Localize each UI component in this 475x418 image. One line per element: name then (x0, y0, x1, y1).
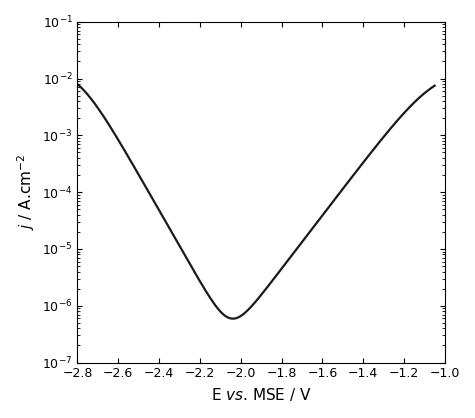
X-axis label: E $\mathit{vs}$. MSE / V: E $\mathit{vs}$. MSE / V (211, 386, 312, 403)
Y-axis label: $j$ / A.cm$^{-2}$: $j$ / A.cm$^{-2}$ (15, 154, 37, 230)
